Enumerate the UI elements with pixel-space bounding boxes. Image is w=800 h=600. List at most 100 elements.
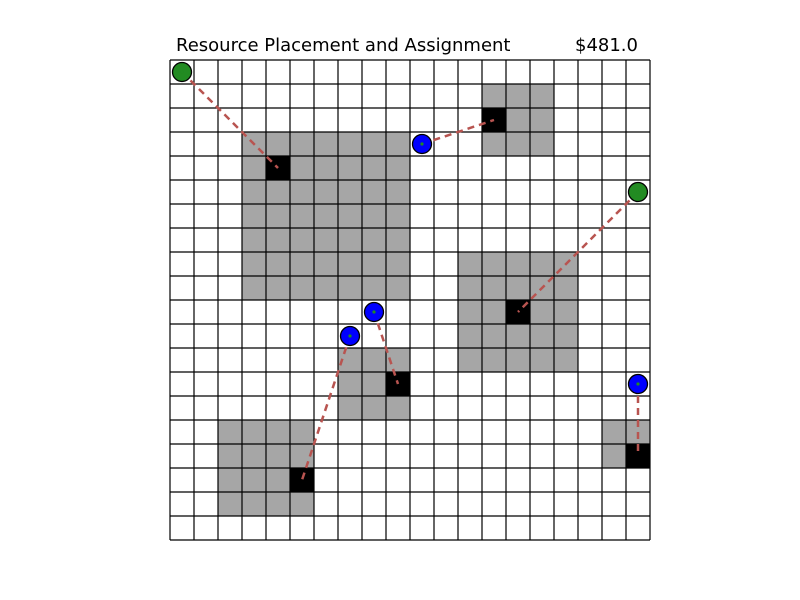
region-cell[interactable] [290,156,314,180]
region-cell[interactable] [482,132,506,156]
region-cell[interactable] [362,132,386,156]
region-cell[interactable] [506,132,530,156]
region-cell[interactable] [554,324,578,348]
region-cell[interactable] [458,252,482,276]
region-cell[interactable] [458,300,482,324]
region-cell[interactable] [266,180,290,204]
region-cell[interactable] [314,252,338,276]
region-cell[interactable] [338,252,362,276]
region-cell[interactable] [482,84,506,108]
region-cell[interactable] [362,372,386,396]
region-cell[interactable] [362,228,386,252]
region-cell[interactable] [314,276,338,300]
region-cell[interactable] [482,324,506,348]
region-cell[interactable] [290,132,314,156]
region-cell[interactable] [506,252,530,276]
region-cell[interactable] [530,132,554,156]
region-cell[interactable] [554,276,578,300]
region-cell[interactable] [218,420,242,444]
region-cell[interactable] [338,372,362,396]
region-cell[interactable] [386,204,410,228]
region-cell[interactable] [362,156,386,180]
region-cell[interactable] [458,348,482,372]
region-cell[interactable] [290,228,314,252]
region-cell[interactable] [482,252,506,276]
region-cell[interactable] [554,348,578,372]
region-cell[interactable] [386,228,410,252]
region-cell[interactable] [338,132,362,156]
region-cell[interactable] [530,108,554,132]
region-cell[interactable] [482,276,506,300]
region-cell[interactable] [530,348,554,372]
region-cell[interactable] [218,468,242,492]
region-cell[interactable] [338,396,362,420]
region-cell[interactable] [266,276,290,300]
region-cell[interactable] [530,324,554,348]
region-cell[interactable] [266,132,290,156]
region-cell[interactable] [362,396,386,420]
region-cell[interactable] [506,276,530,300]
region-cell[interactable] [482,300,506,324]
region-cell[interactable] [242,228,266,252]
region-cell[interactable] [266,444,290,468]
region-cell[interactable] [242,276,266,300]
region-cell[interactable] [314,156,338,180]
region-cell[interactable] [602,444,626,468]
region-cell[interactable] [242,420,266,444]
region-cell[interactable] [290,252,314,276]
region-cell[interactable] [386,276,410,300]
region-cell[interactable] [386,156,410,180]
region-cell[interactable] [506,324,530,348]
region-cell[interactable] [242,180,266,204]
region-cell[interactable] [386,132,410,156]
region-cell[interactable] [362,348,386,372]
region-cell[interactable] [386,396,410,420]
region-cell[interactable] [290,420,314,444]
region-cell[interactable] [218,492,242,516]
region-cell[interactable] [338,276,362,300]
region-cell[interactable] [530,252,554,276]
region-cell[interactable] [338,156,362,180]
region-cell[interactable] [266,420,290,444]
region-cell[interactable] [242,492,266,516]
region-cell[interactable] [386,252,410,276]
region-cell[interactable] [290,180,314,204]
region-cell[interactable] [242,204,266,228]
region-cell[interactable] [458,324,482,348]
region-cell[interactable] [290,492,314,516]
region-cell[interactable] [506,84,530,108]
region-cell[interactable] [530,84,554,108]
region-cell[interactable] [314,132,338,156]
region-cell[interactable] [290,204,314,228]
region-cell[interactable] [266,252,290,276]
region-cell[interactable] [242,156,266,180]
region-cell[interactable] [338,228,362,252]
region-cell[interactable] [506,108,530,132]
region-cell[interactable] [266,468,290,492]
region-cell[interactable] [458,276,482,300]
region-cell[interactable] [314,180,338,204]
region-cell[interactable] [218,444,242,468]
region-cell[interactable] [266,492,290,516]
region-cell[interactable] [362,204,386,228]
region-cell[interactable] [362,276,386,300]
region-cell[interactable] [506,348,530,372]
region-cell[interactable] [266,228,290,252]
region-cell[interactable] [530,300,554,324]
region-cell[interactable] [242,444,266,468]
region-cell[interactable] [314,204,338,228]
region-cell[interactable] [362,180,386,204]
region-cell[interactable] [242,252,266,276]
region-cell[interactable] [362,252,386,276]
region-cell[interactable] [602,420,626,444]
region-cell[interactable] [482,348,506,372]
region-cell[interactable] [554,300,578,324]
region-cell[interactable] [338,204,362,228]
region-cell[interactable] [338,180,362,204]
facility-cell[interactable] [290,468,314,492]
region-cell[interactable] [314,228,338,252]
region-cell[interactable] [386,180,410,204]
region-cell[interactable] [290,276,314,300]
region-cell[interactable] [266,204,290,228]
region-cell[interactable] [242,468,266,492]
